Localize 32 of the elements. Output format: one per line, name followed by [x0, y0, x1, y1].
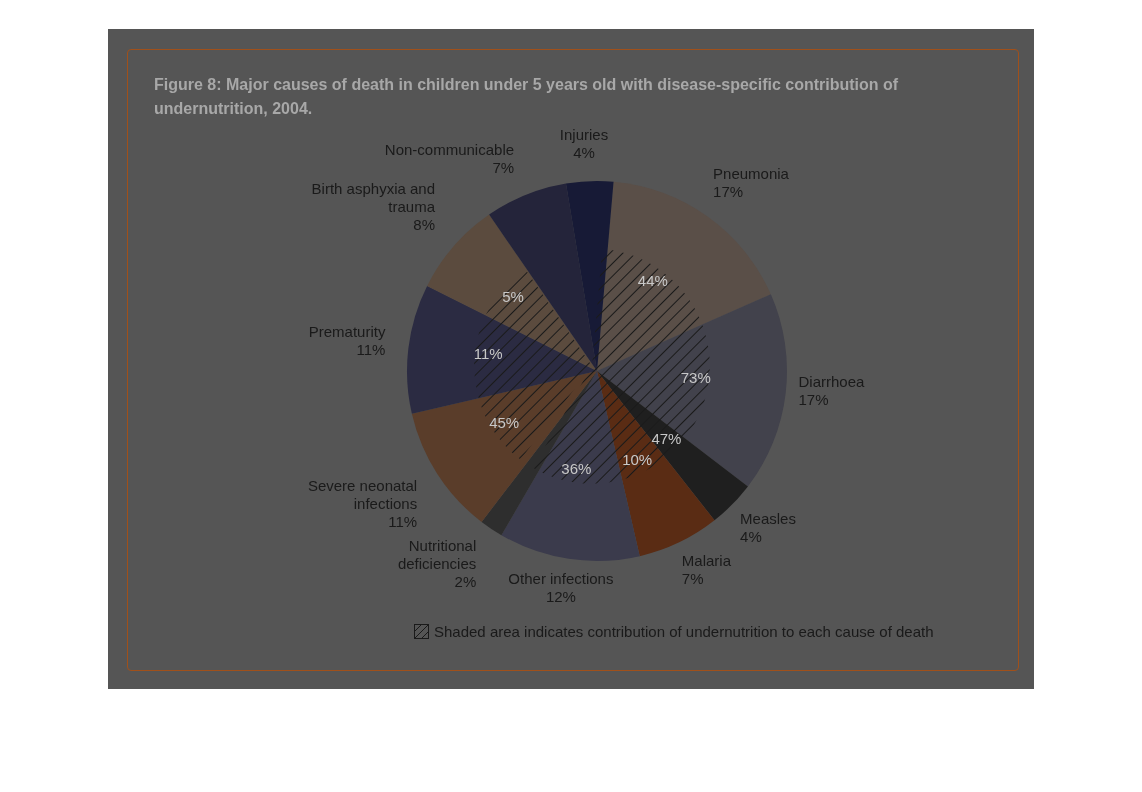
data-label: 4%	[573, 144, 595, 162]
data-label: 7%	[492, 159, 515, 177]
slice-label: Severe neonatal infections	[307, 476, 418, 512]
slice-label: Nutritional deficiencies	[397, 536, 477, 572]
data-label: 17%	[798, 390, 829, 408]
data-label: 11%	[388, 512, 418, 530]
slice-label: Non-communicable	[384, 141, 515, 159]
text: 73%	[680, 369, 711, 387]
text: 11%	[473, 344, 503, 362]
slice-label: Birth asphyxia and trauma	[311, 179, 436, 215]
text: 47%	[651, 430, 682, 448]
chart-title: Figure 8: Major causes of death in children under 5 years old with disease-specific contribution of undernutrition, 2004.	[154, 75, 900, 119]
data-label: 4%	[740, 528, 762, 546]
slice-label: Prematurity	[308, 323, 386, 341]
text: 44%	[637, 272, 668, 290]
data-label: 12%	[545, 587, 576, 605]
data-label: 11%	[356, 341, 386, 359]
slice-label: Pneumonia	[713, 164, 790, 182]
text: Shaded area indicates contribution of undernutrition to each cause of death	[434, 623, 934, 640]
slice-label: Injuries	[559, 126, 609, 144]
slice-label: Measles	[740, 510, 796, 528]
text: 36%	[561, 460, 592, 478]
text: 5%	[502, 288, 524, 306]
slice-label: Other infections	[508, 569, 614, 587]
data-label: 7%	[681, 569, 704, 587]
text: 45%	[489, 413, 520, 431]
data-label: 2%	[454, 572, 477, 590]
slice-label: Malaria	[681, 551, 732, 569]
data-label: 17%	[713, 182, 744, 200]
data-label: 8%	[413, 215, 436, 233]
slice-label: Diarrhoea	[798, 372, 866, 390]
text: 10%	[622, 451, 653, 469]
